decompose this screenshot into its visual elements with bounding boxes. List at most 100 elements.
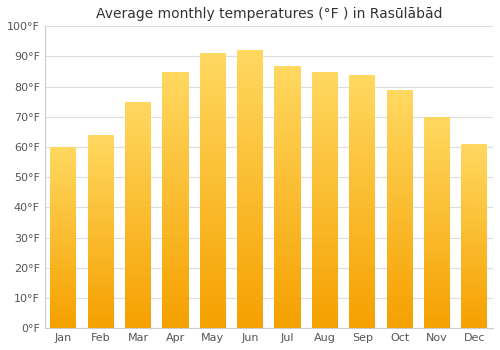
Bar [462, 178, 487, 179]
Bar [462, 306, 487, 307]
Bar [125, 170, 151, 171]
Bar [237, 210, 264, 211]
Bar [386, 138, 412, 139]
Bar [386, 117, 412, 118]
Bar [50, 320, 76, 321]
Bar [462, 170, 487, 171]
Bar [312, 88, 338, 90]
Bar [462, 270, 487, 271]
Bar [274, 302, 300, 303]
Bar [125, 155, 151, 156]
Bar [312, 319, 338, 321]
Bar [200, 136, 226, 137]
Bar [50, 292, 76, 293]
Bar [386, 147, 412, 148]
Bar [237, 91, 264, 92]
Bar [200, 126, 226, 128]
Bar [200, 283, 226, 284]
Bar [462, 199, 487, 200]
Bar [88, 289, 114, 290]
Bar [462, 166, 487, 167]
Bar [312, 323, 338, 324]
Bar [386, 300, 412, 301]
Bar [349, 257, 376, 258]
Bar [88, 315, 114, 316]
Bar [162, 233, 188, 235]
Bar [462, 162, 487, 163]
Bar [349, 118, 376, 119]
Bar [462, 303, 487, 304]
Bar [349, 153, 376, 154]
Bar [274, 105, 300, 106]
Bar [50, 158, 76, 159]
Bar [162, 181, 188, 182]
Bar [386, 176, 412, 177]
Bar [349, 228, 376, 229]
Bar [312, 77, 338, 78]
Bar [200, 229, 226, 231]
Bar [274, 97, 300, 98]
Bar [462, 274, 487, 275]
Bar [125, 203, 151, 204]
Bar [162, 150, 188, 151]
Bar [162, 79, 188, 81]
Bar [237, 199, 264, 201]
Bar [424, 232, 450, 233]
Bar [88, 270, 114, 271]
Bar [312, 159, 338, 160]
Bar [274, 281, 300, 282]
Bar [424, 304, 450, 305]
Bar [386, 186, 412, 188]
Bar [349, 208, 376, 209]
Bar [386, 289, 412, 290]
Bar [349, 194, 376, 195]
Bar [274, 119, 300, 121]
Bar [274, 259, 300, 260]
Bar [349, 323, 376, 324]
Bar [274, 239, 300, 240]
Bar [462, 312, 487, 313]
Bar [237, 99, 264, 100]
Bar [50, 296, 76, 298]
Bar [237, 174, 264, 175]
Bar [386, 96, 412, 97]
Bar [50, 179, 76, 180]
Bar [386, 241, 412, 242]
Bar [349, 266, 376, 267]
Bar [50, 301, 76, 302]
Bar [200, 266, 226, 268]
Bar [424, 213, 450, 214]
Bar [312, 305, 338, 306]
Bar [50, 270, 76, 271]
Bar [424, 234, 450, 235]
Bar [424, 204, 450, 205]
Bar [312, 306, 338, 308]
Bar [200, 232, 226, 233]
Bar [386, 240, 412, 241]
Bar [424, 253, 450, 254]
Bar [462, 168, 487, 169]
Bar [125, 113, 151, 114]
Bar [125, 200, 151, 201]
Bar [88, 177, 114, 178]
Bar [50, 284, 76, 285]
Bar [424, 128, 450, 130]
Bar [462, 271, 487, 272]
Bar [274, 274, 300, 276]
Bar [200, 268, 226, 269]
Bar [424, 249, 450, 250]
Bar [312, 191, 338, 192]
Bar [200, 159, 226, 161]
Bar [349, 193, 376, 194]
Bar [312, 158, 338, 159]
Bar [125, 177, 151, 179]
Bar [349, 144, 376, 146]
Bar [125, 299, 151, 300]
Bar [312, 236, 338, 237]
Bar [424, 135, 450, 136]
Bar [462, 248, 487, 249]
Bar [424, 118, 450, 119]
Bar [274, 185, 300, 186]
Bar [88, 136, 114, 137]
Bar [50, 156, 76, 157]
